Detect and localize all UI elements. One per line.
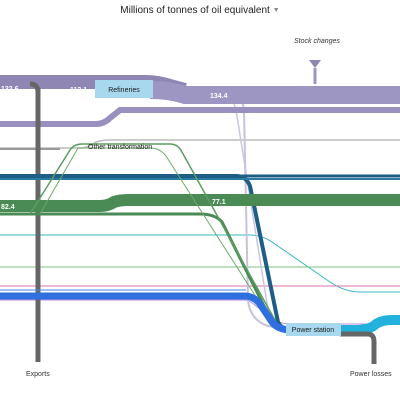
exports-label: Exports <box>26 371 50 378</box>
flow-green-main[interactable] <box>0 194 400 212</box>
power-losses-label: Power losses <box>350 371 392 378</box>
flow-grey-thin[interactable] <box>0 139 400 149</box>
units-label: Millions of tonnes of oil equivalent <box>120 5 270 16</box>
flow-green-other-2[interactable] <box>39 147 273 323</box>
flow-cyan-power-out[interactable] <box>330 315 400 335</box>
value-green-in: 82.4 <box>1 204 15 211</box>
flow-blue-main[interactable] <box>0 292 300 334</box>
other-transformation-label: Other transformation <box>88 144 152 151</box>
value-refinery-out: 134.4 <box>210 93 228 100</box>
power-station-label: Power station <box>292 327 335 334</box>
flow-green-via-other[interactable] <box>29 143 277 323</box>
value-crude-in: 132.6 <box>1 86 19 93</box>
flow-purple-refinery-out[interactable] <box>149 81 400 104</box>
value-green-mid: 77.1 <box>212 199 226 206</box>
stock-changes-node[interactable] <box>309 60 321 68</box>
refineries-label: Refineries <box>108 87 140 94</box>
flow-exports-cap[interactable] <box>29 81 41 93</box>
flow-lilac-thin[interactable] <box>0 299 400 325</box>
power-station-node[interactable] <box>286 323 341 336</box>
refineries-node[interactable] <box>95 80 153 98</box>
flow-teal-thin[interactable] <box>0 234 400 293</box>
stock-changes-label: Stock changes <box>294 38 340 45</box>
value-refinery-in: 112.1 <box>70 87 87 94</box>
units-selector[interactable]: Millions of tonnes of oil equivalent ▼ <box>0 0 400 22</box>
flow-purple-band-2[interactable] <box>0 107 400 127</box>
flow-power-losses[interactable] <box>340 331 377 364</box>
triangle-down-icon: ▼ <box>272 7 280 14</box>
